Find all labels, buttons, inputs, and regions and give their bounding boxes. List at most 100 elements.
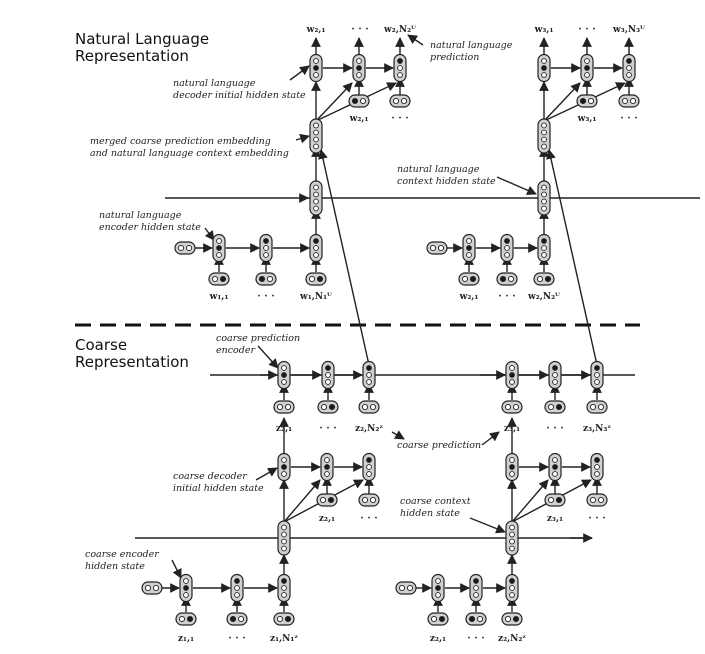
annotation-pointer [391, 430, 405, 440]
section-title-natural-language: Natural Language Representation [75, 30, 210, 65]
coarse-prediction-encoder-node [590, 360, 604, 390]
annotation-coarse-encoder-hidden: coarse encoder hidden state [85, 549, 159, 572]
nl-word-embedding-node [208, 272, 230, 286]
annotation-pointer [295, 133, 310, 144]
nl-decoder-hidden-node [352, 53, 366, 83]
annotation-pointer [496, 176, 537, 195]
coarse-context-hidden-node [505, 520, 519, 556]
annotation-pointer [204, 227, 215, 241]
coarse-decoder-input-embedding [358, 493, 380, 507]
coarse-decoder-hidden-node [362, 452, 376, 482]
coarse-prediction-embedding [273, 400, 295, 414]
ellipsis: · · · [319, 423, 337, 434]
coarse-prediction-embedding [358, 400, 380, 414]
coarse-input-embedding [501, 612, 523, 626]
coarse-context-hidden-node [277, 520, 291, 556]
label-c-dec2-in2: z₃,₁ [546, 514, 564, 524]
coarse-prediction-encoder-node [321, 360, 335, 390]
nl-decoder-hidden-node [309, 53, 323, 83]
section-title-coarse: Coarse Representation [75, 336, 189, 371]
nl-decoder-hidden-node [622, 53, 636, 83]
nl-word-embedding-node [305, 272, 327, 286]
coarse-prediction-embedding [586, 400, 608, 414]
coarse-prediction-embedding [544, 400, 566, 414]
nl-context-hidden-node [537, 180, 551, 216]
label-nl-dec2-out-last: w₃,N₃ᵂ [613, 25, 645, 35]
ellipsis: · · · [546, 423, 564, 434]
annotation-nl-decoder-initial: natural language decoder initial hidden … [173, 78, 306, 101]
label-c-pe1-in1: z₂,₁ [275, 424, 293, 434]
label-nl-enc2-in1: w₂,₁ [459, 292, 479, 302]
ellipsis: · · · [467, 633, 485, 644]
label-nl-dec2-out1: w₃,₁ [534, 25, 554, 35]
annotation-pointer [481, 431, 500, 446]
coarse-to-merged-arrow [318, 149, 370, 366]
annotation-pointer [171, 559, 182, 579]
annotation-coarse-prediction: coarse prediction [397, 440, 482, 451]
label-c-enc1-in1: z₁,₁ [177, 634, 195, 644]
annotation-merged-embedding: merged coarse prediction embedding and n… [90, 136, 289, 159]
label-c-enc1-in-last: z₁,N₁ᶻ [269, 634, 299, 644]
coarse-prediction-embedding [317, 400, 339, 414]
annotation-nl-encoder-hidden: natural language encoder hidden state [99, 210, 201, 233]
merged-embedding-node [537, 118, 551, 154]
annotation-coarse-decoder-initial: coarse decoder initial hidden state [173, 471, 264, 494]
nl-context-hidden-node [309, 180, 323, 216]
nl-decoder-hidden-node [537, 53, 551, 83]
coarse-decoder-hidden-node [590, 452, 604, 482]
encoder-start-token [395, 581, 417, 595]
coarse-input-embedding [465, 612, 487, 626]
label-c-dec1-in2: z₂,₁ [318, 514, 336, 524]
annotation-coarse-prediction-encoder: coarse prediction encoder [216, 333, 301, 356]
ellipsis: · · · [257, 291, 275, 302]
label-nl-dec1-out1: w₂,₁ [306, 25, 326, 35]
label-c-pe1-in-last: z₂,N₂ᶻ [354, 424, 384, 434]
nl-decoder-hidden-node [580, 53, 594, 83]
label-nl-enc2-in-last: w₂,N₂ᵂ [528, 292, 560, 302]
merged-to-decoder-arrow [543, 82, 581, 122]
coarse-input-embedding [175, 612, 197, 626]
ellipsis: · · · [391, 113, 409, 124]
annotation-pointer [255, 467, 278, 481]
nl-word-embedding-node [496, 272, 518, 286]
coarse-encoder-hidden-node [230, 573, 244, 603]
ellipsis: · · · [360, 513, 378, 524]
nl-word-embedding-node [255, 272, 277, 286]
nl-encoder-hidden-node [462, 233, 476, 263]
label-nl-enc1-in1: w₁,₁ [209, 292, 229, 302]
ellipsis: · · · [578, 24, 596, 35]
nl-decoder-input-embedding [348, 94, 370, 108]
encoder-start-token [174, 241, 196, 255]
coarse-decoder-hidden-node [505, 452, 519, 482]
ellipsis: · · · [498, 291, 516, 302]
coarse-prediction-encoder-node [548, 360, 562, 390]
coarse-prediction-encoder-node [277, 360, 291, 390]
nl-word-embedding-node [533, 272, 555, 286]
annotation-pointer [289, 65, 310, 81]
coarse-prediction-embedding [501, 400, 523, 414]
nl-word-embedding-node [458, 272, 480, 286]
nl-encoder-hidden-node [500, 233, 514, 263]
nl-encoder-hidden-node [537, 233, 551, 263]
label-nl-dec2-in2: w₃,₁ [577, 114, 597, 124]
merged-embedding-node [309, 118, 323, 154]
nl-encoder-hidden-node [212, 233, 226, 263]
coarse-encoder-hidden-node [179, 573, 193, 603]
coarse-input-embedding [427, 612, 449, 626]
coarse-prediction-encoder-node [505, 360, 519, 390]
label-c-enc2-in-last: z₂,N₂ᶻ [497, 634, 527, 644]
coarse-input-embedding [273, 612, 295, 626]
annotation-pointer [407, 34, 424, 46]
coarse-encoder-hidden-node [431, 573, 445, 603]
nl-encoder-hidden-node [309, 233, 323, 263]
ellipsis: · · · [351, 24, 369, 35]
annotation-nl-context-hidden: natural language context hidden state [397, 164, 496, 187]
coarse-to-merged-arrow [546, 149, 598, 366]
encoder-start-token [426, 241, 448, 255]
label-nl-dec1-out-last: w₂,N₂ᵂ [384, 25, 416, 35]
label-nl-dec1-in2: w₂,₁ [349, 114, 369, 124]
context-to-decoder-arrow [511, 479, 549, 523]
ellipsis: · · · [588, 513, 606, 524]
